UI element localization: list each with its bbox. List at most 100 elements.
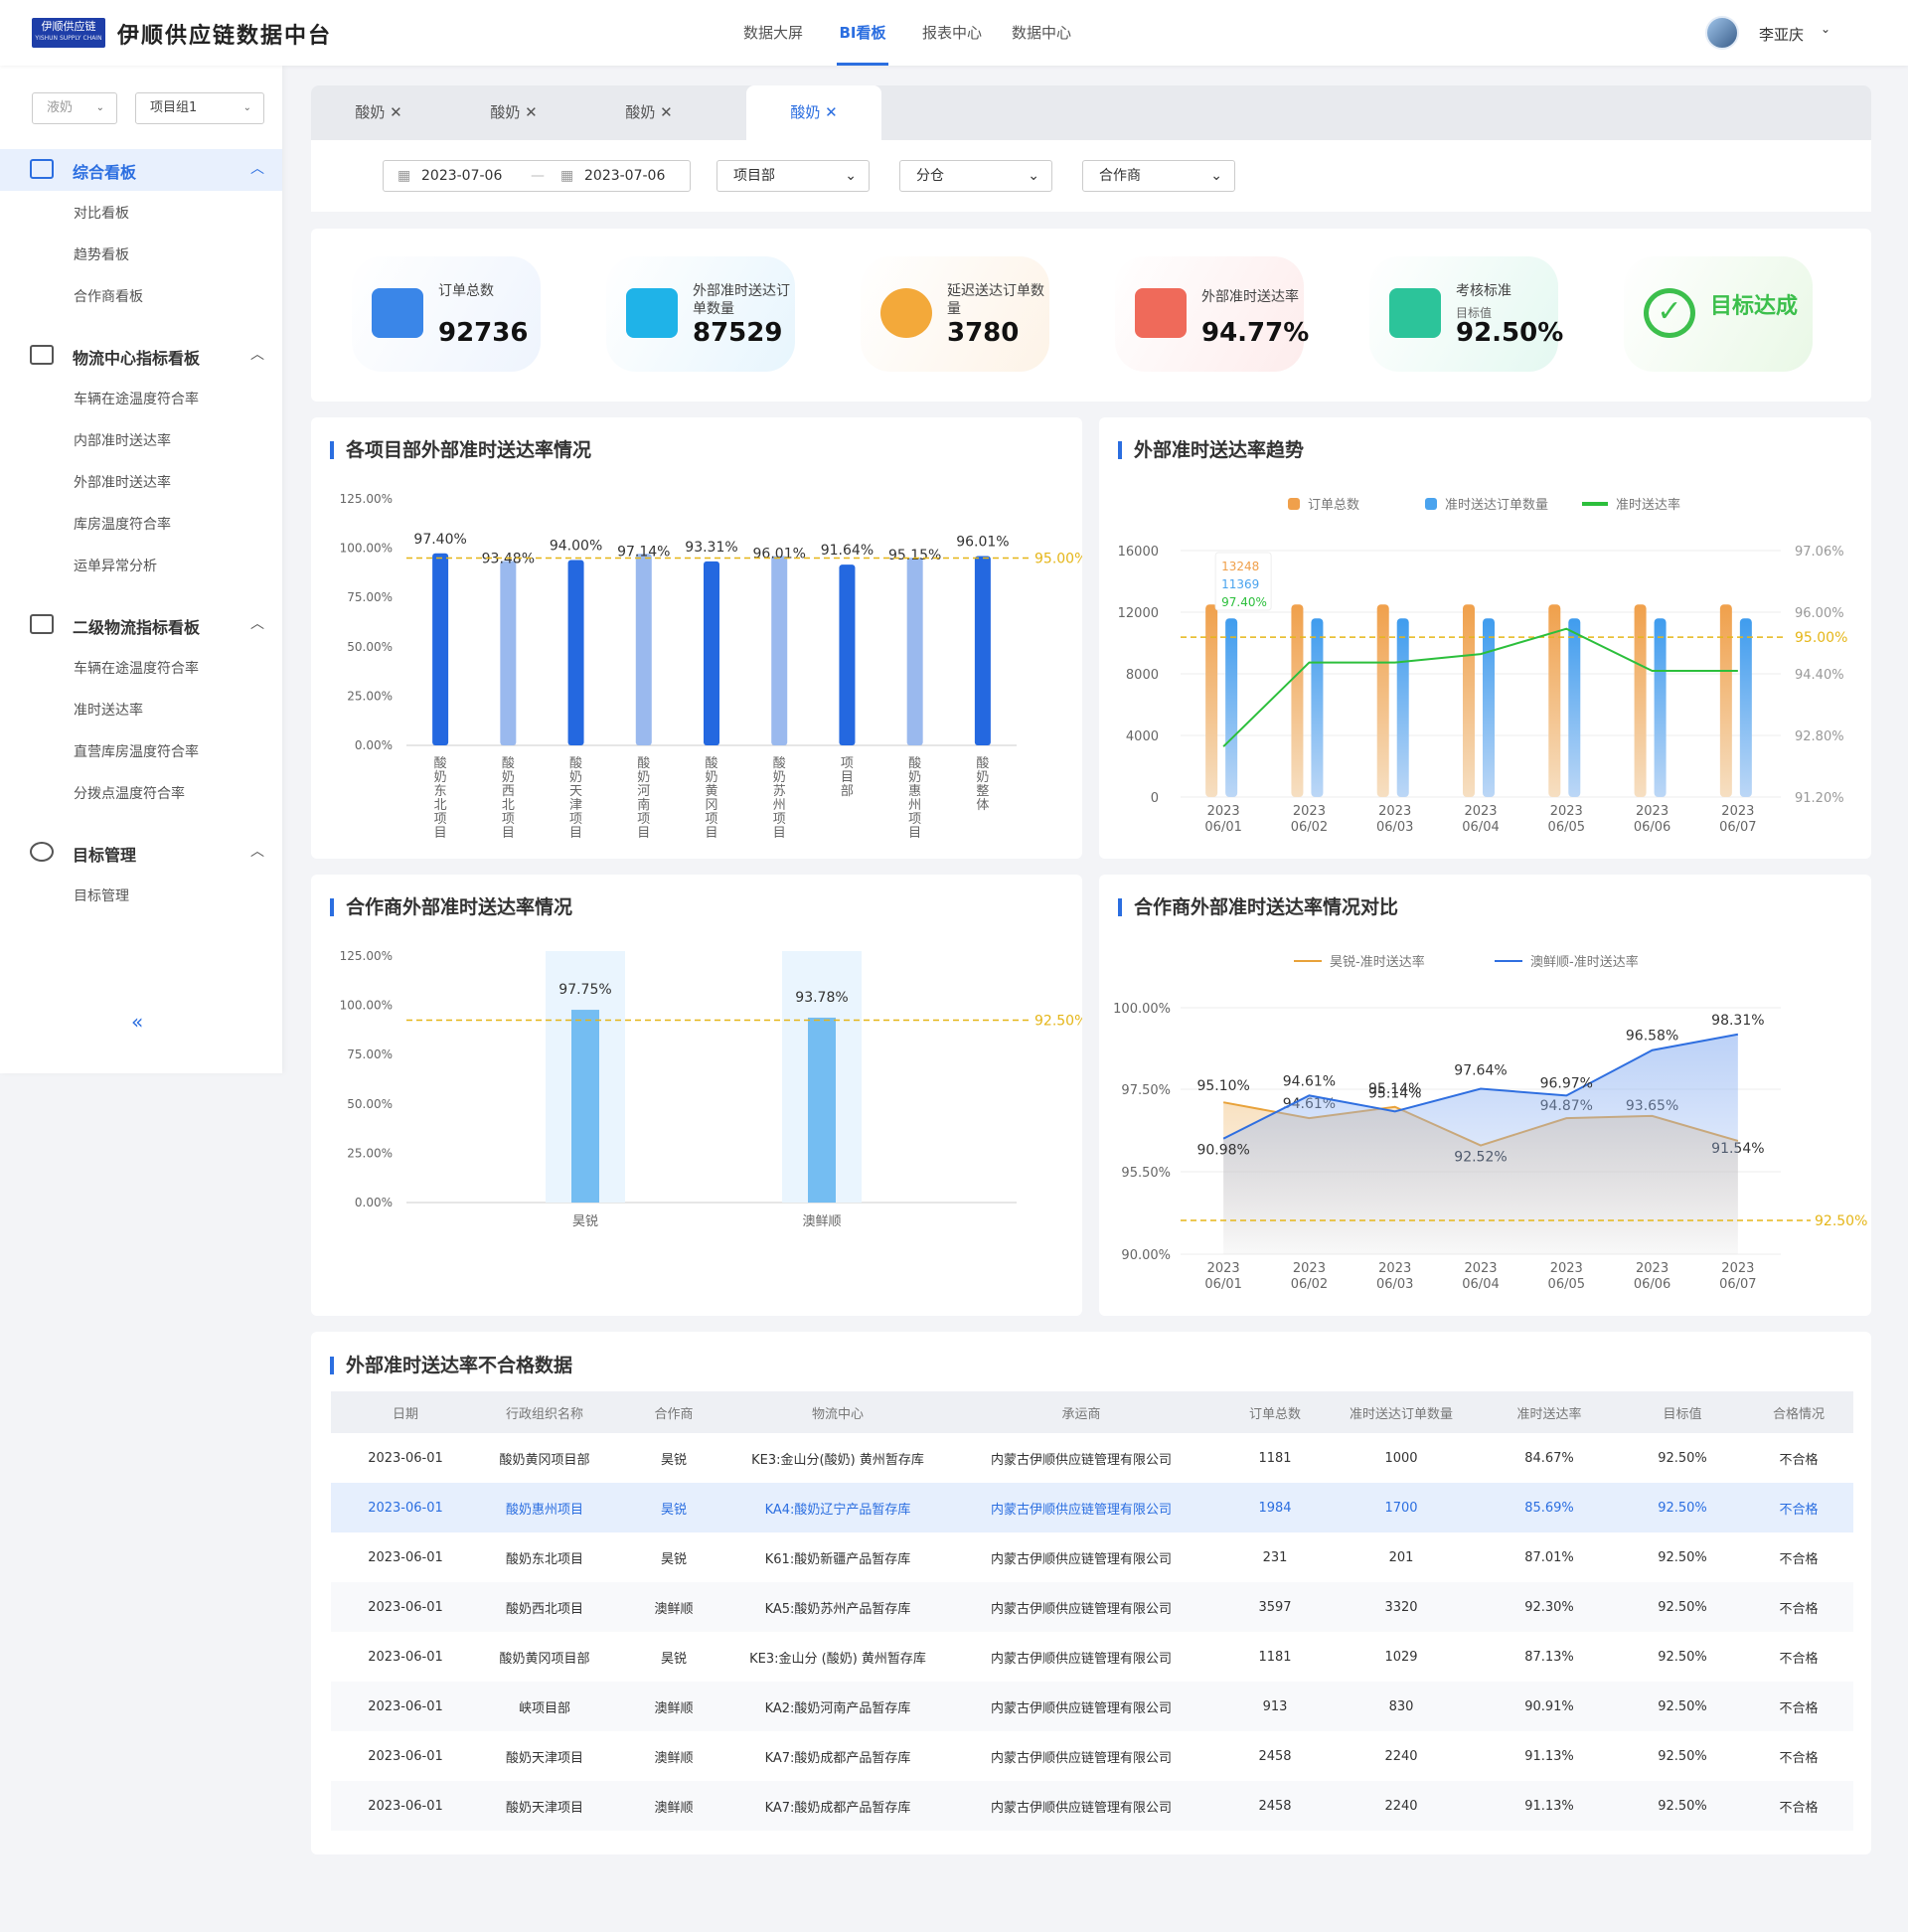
truck-icon	[30, 345, 54, 365]
tab-yogurt-4[interactable]: 酸奶 ✕	[746, 85, 881, 140]
brand-logo[interactable]: 伊顺供应链 YISHUN SUPPLY CHAIN	[32, 18, 105, 48]
y2-tick-label: 97.06%	[1795, 545, 1844, 560]
sidebar-item[interactable]: 车辆在途温度符合率	[74, 392, 199, 407]
close-icon[interactable]: ✕	[660, 103, 673, 121]
dept-select[interactable]: 项目部 ⌄	[716, 160, 870, 192]
col-header[interactable]: 合格情况	[1744, 1391, 1853, 1433]
chevron-up-icon[interactable]: ︿	[250, 347, 264, 363]
col-header[interactable]: 日期	[331, 1391, 480, 1433]
legend-label: 准时送达率	[1616, 497, 1680, 513]
nav-data-center[interactable]: 数据中心	[1011, 24, 1071, 42]
table-cell: 91.13%	[1524, 1748, 1574, 1764]
y-tick-label: 75.00%	[347, 1047, 393, 1061]
sidebar-item[interactable]: 对比看板	[74, 206, 129, 222]
nav-report-center[interactable]: 报表中心	[921, 24, 982, 42]
sidebar-item[interactable]: 运单异常分析	[74, 559, 157, 574]
collapse-sidebar-icon[interactable]: «	[131, 1010, 144, 1034]
tab-yogurt-2[interactable]: 酸奶 ✕	[446, 85, 581, 140]
sidebar-group-target[interactable]: 目标管理 ︿	[0, 832, 282, 874]
tooltip-box	[1214, 552, 1272, 611]
kpi-panel	[311, 229, 1871, 402]
sidebar-group-overview[interactable]: 综合看板 ︿	[0, 149, 282, 191]
table-cell: 峡项目部	[480, 1682, 609, 1731]
sidebar-item[interactable]: 目标管理	[74, 888, 129, 904]
legend-label: 准时送达订单数量	[1445, 498, 1548, 513]
product-select[interactable]: 液奶 ⌄	[32, 92, 117, 124]
data-label: 93.78%	[795, 990, 848, 1006]
chevron-up-icon[interactable]: ︿	[250, 161, 264, 177]
nav-bi-board[interactable]: BI看板	[805, 0, 920, 66]
chevron-up-icon[interactable]: ︿	[250, 844, 264, 860]
sidebar-item[interactable]: 车辆在途温度符合率	[74, 661, 199, 677]
data-label: 96.58%	[1626, 1029, 1678, 1045]
table-row[interactable]: 2023-06-01 酸奶黄冈项目部 昊锐 KE3:金山分(酸奶) 黄州暂存库 内蒙古伊…	[331, 1433, 1853, 1483]
chevron-down-icon[interactable]: ⌄	[1821, 22, 1831, 36]
date-range-picker[interactable]: ▦ 2023-07-06 — ▦ 2023-07-06	[383, 160, 691, 192]
partner-select[interactable]: 合作商 ⌄	[1082, 160, 1235, 192]
table-row[interactable]: 2023-06-01 酸奶天津项目 澳鲜顺 KA7:酸奶成都产品暂存库 内蒙古伊顺供应链…	[331, 1781, 1853, 1831]
table-cell: 昊锐	[660, 1452, 687, 1468]
close-icon[interactable]: ✕	[825, 103, 838, 121]
clock-icon	[880, 288, 932, 338]
warehouse-select[interactable]: 分仓 ⌄	[899, 160, 1052, 192]
col-header[interactable]: 合作商	[609, 1391, 738, 1433]
sidebar-item[interactable]: 分拨点温度符合率	[74, 786, 185, 802]
tab-yogurt-1[interactable]: 酸奶 ✕	[311, 85, 446, 140]
col-header[interactable]: 目标值	[1621, 1391, 1744, 1433]
table-row[interactable]: 2023-06-01 酸奶东北项目 昊锐 K61:酸奶新疆产品暂存库 内蒙古伊顺供应链管…	[331, 1532, 1853, 1582]
date-start[interactable]: 2023-07-06	[421, 168, 503, 184]
col-header[interactable]: 订单总数	[1225, 1391, 1325, 1433]
sidebar-group-logistics[interactable]: 物流中心指标看板 ︿	[0, 335, 282, 377]
legend-swatch	[1288, 498, 1300, 510]
data-label: 96.01%	[956, 535, 1009, 551]
table-cell: 2458	[1225, 1781, 1325, 1831]
sidebar-item[interactable]: 直营库房温度符合率	[74, 744, 199, 760]
sidebar-item[interactable]: 准时送达率	[74, 703, 143, 719]
sidebar-item[interactable]: 内部准时送达率	[74, 433, 171, 449]
x-tick-label: 酸奶整体	[976, 756, 989, 813]
data-label: 98.31%	[1711, 1013, 1764, 1029]
sidebar-item[interactable]: 趋势看板	[74, 247, 129, 263]
table-row[interactable]: 2023-06-01 峡项目部 澳鲜顺 KA2:酸奶河南产品暂存库 内蒙古伊顺供应链管理…	[331, 1682, 1853, 1731]
table-cell: 澳鲜顺	[609, 1582, 738, 1632]
y2-tick-label: 96.00%	[1795, 606, 1844, 621]
table-cell: 85.69%	[1478, 1483, 1621, 1532]
chevron-up-icon[interactable]: ︿	[250, 616, 264, 632]
product-select-value: 液奶	[47, 100, 74, 115]
kpi-card-ontime-orders: 外部准时送达订单数量 87529	[606, 256, 795, 372]
y-tick-label: 50.00%	[347, 1097, 393, 1111]
col-header[interactable]: 承运商	[937, 1391, 1225, 1433]
table-cell: 1181	[1258, 1450, 1292, 1466]
table-cell: 87.13%	[1524, 1649, 1574, 1665]
sidebar-group-secondary[interactable]: 二级物流指标看板 ︿	[0, 604, 282, 646]
table-row[interactable]: 2023-06-01 酸奶西北项目 澳鲜顺 KA5:酸奶苏州产品暂存库 内蒙古伊顺供应链…	[331, 1582, 1853, 1632]
chevron-down-icon: ⌄	[95, 102, 104, 113]
table-row[interactable]: 2023-06-01 酸奶惠州项目 昊锐 KA4:酸奶辽宁产品暂存库 内蒙古伊顺供应链管…	[331, 1483, 1853, 1532]
col-header[interactable]: 物流中心	[738, 1391, 937, 1433]
sidebar-item[interactable]: 库房温度符合率	[74, 517, 171, 533]
col-header[interactable]: 准时送达订单数量	[1325, 1391, 1478, 1433]
avatar[interactable]	[1705, 16, 1739, 50]
date-end[interactable]: 2023-07-06	[584, 168, 666, 184]
project-group-select[interactable]: 项目组1 ⌄	[135, 92, 264, 124]
chevron-down-icon: ⌄	[242, 102, 251, 113]
clipboard-icon	[372, 288, 423, 338]
sidebar-item[interactable]: 外部准时送达率	[74, 475, 171, 491]
nav-data-screen[interactable]: 数据大屏	[742, 24, 803, 42]
top-bar: 伊顺供应链 YISHUN SUPPLY CHAIN 伊顺供应链数据中台 数据大屏 …	[0, 0, 1908, 66]
tab-yogurt-3[interactable]: 酸奶 ✕	[581, 85, 716, 140]
table-row[interactable]: 2023-06-01 酸奶天津项目 澳鲜顺 KA7:酸奶成都产品暂存库 内蒙古伊顺供应链…	[331, 1731, 1853, 1781]
col-header[interactable]: 行政组织名称	[480, 1391, 609, 1433]
table-cell: 不合格	[1744, 1682, 1853, 1731]
y-tick-label: 100.00%	[340, 542, 393, 556]
table-cell: 913	[1225, 1682, 1325, 1731]
main-nav: 数据大屏 BI看板 报表中心 数据中心	[716, 0, 1073, 66]
sidebar-item[interactable]: 合作商看板	[74, 289, 143, 305]
col-header[interactable]: 准时送达率	[1478, 1391, 1621, 1433]
table-row[interactable]: 2023-06-01 酸奶黄冈项目部 昊锐 KE3:金山分 (酸奶) 黄州暂存库 内蒙古…	[331, 1632, 1853, 1682]
close-icon[interactable]: ✕	[525, 103, 538, 121]
rate-line	[1222, 627, 1738, 747]
username[interactable]: 李亚庆	[1759, 26, 1805, 44]
table-cell: 内蒙古伊顺供应链管理有限公司	[990, 1452, 1172, 1468]
close-icon[interactable]: ✕	[390, 103, 402, 121]
